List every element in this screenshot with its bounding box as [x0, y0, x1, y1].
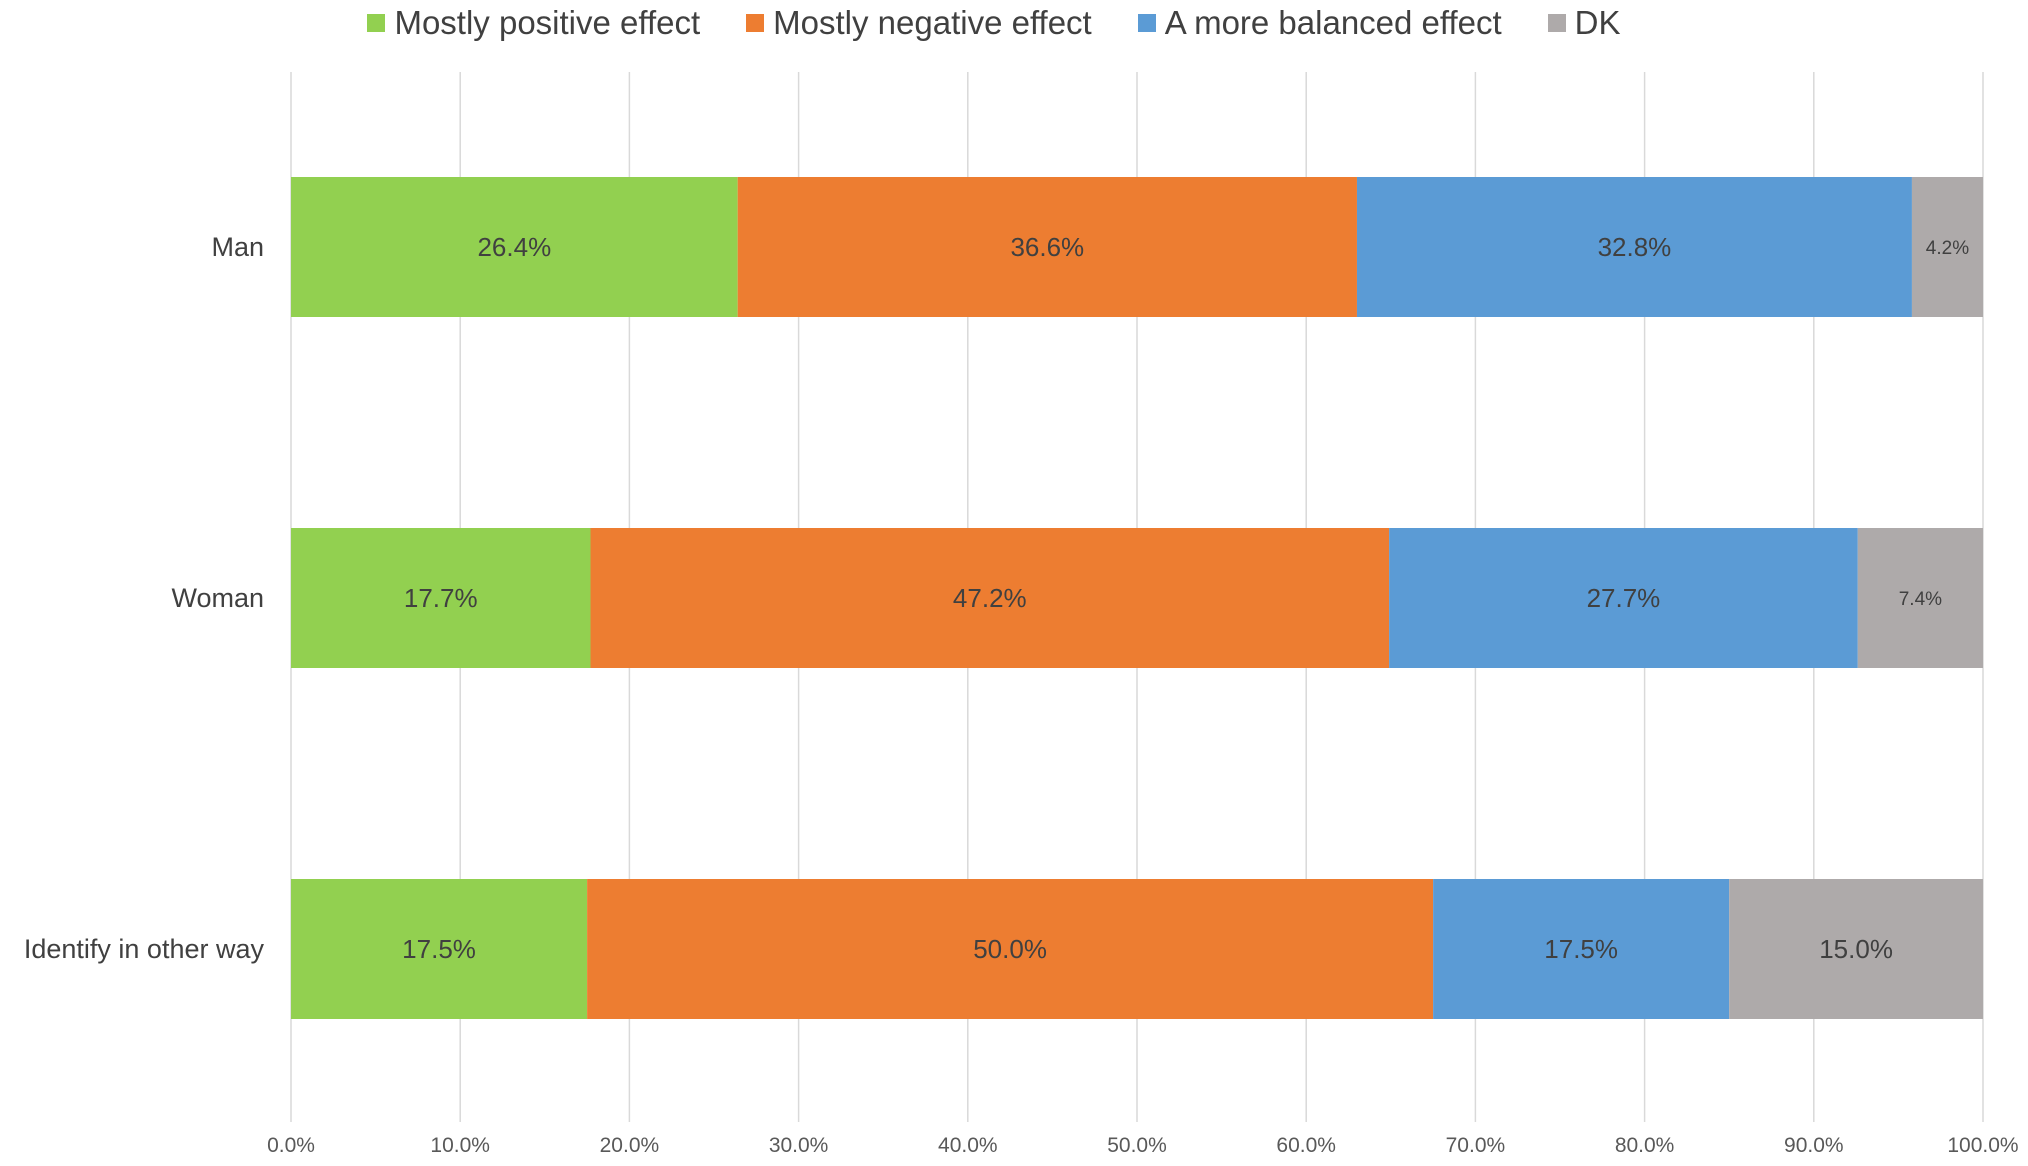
data-label: 27.7% — [1587, 583, 1661, 613]
category-label: Woman — [171, 583, 264, 613]
data-label: 50.0% — [973, 934, 1047, 964]
legend-item: A more balanced effect — [1137, 4, 1502, 42]
chart-legend: Mostly positive effect Mostly negative ef… — [0, 0, 2008, 46]
x-tick-label: 100.0% — [1947, 1134, 2018, 1157]
x-tick-label: 40.0% — [938, 1134, 998, 1157]
bar-segment — [291, 879, 588, 1019]
data-label: 17.5% — [402, 934, 476, 964]
legend-swatch — [746, 14, 765, 32]
data-label: 32.8% — [1598, 232, 1672, 262]
data-label: 36.6% — [1010, 232, 1084, 262]
x-tick-label: 90.0% — [1784, 1134, 1844, 1157]
x-tick-label: 20.0% — [600, 1134, 660, 1157]
x-tick-label: 0.0% — [267, 1134, 315, 1157]
x-tick-label: 10.0% — [430, 1134, 490, 1157]
legend-swatch — [1137, 14, 1156, 32]
bar-segment — [1729, 879, 1983, 1019]
legend-label: Mostly positive effect — [394, 4, 701, 41]
legend-label: A more balanced effect — [1164, 4, 1502, 41]
legend-swatch — [1547, 14, 1566, 32]
bar-segment — [1356, 177, 1912, 317]
legend-swatch — [367, 14, 386, 32]
data-label: 47.2% — [953, 583, 1027, 613]
x-tick-label: 30.0% — [769, 1134, 829, 1157]
x-tick-label: 60.0% — [1276, 1134, 1336, 1157]
bar-segment — [291, 528, 591, 668]
data-label: 26.4% — [477, 232, 551, 262]
bar-segment — [590, 528, 1390, 668]
category-label: Man — [211, 232, 264, 262]
bar-segment — [291, 177, 738, 317]
bar-group: 26.4% 36.6% 32.8% 4.2% — [291, 177, 1983, 317]
bar-group: 17.5% 50.0% 17.5% 15.0% — [291, 879, 1983, 1019]
x-tick-label: 80.0% — [1615, 1134, 1675, 1157]
bar-segment — [1433, 879, 1730, 1019]
legend-item: DK — [1547, 4, 1621, 42]
bar-segment — [587, 879, 1434, 1019]
data-label: 4.2% — [1926, 238, 1969, 259]
legend-label: Mostly negative effect — [773, 4, 1092, 41]
bar-group: 17.7% 47.2% 27.7% 7.4% — [291, 528, 1983, 668]
x-tick-label: 50.0% — [1107, 1134, 1167, 1157]
category-label: Identify in other way — [24, 934, 265, 964]
legend-label: DK — [1574, 4, 1621, 41]
bar-segment — [1857, 528, 1983, 668]
x-tick-label: 70.0% — [1446, 1134, 1506, 1157]
data-label: 7.4% — [1899, 589, 1942, 610]
legend-item: Mostly negative effect — [746, 4, 1092, 42]
data-label: 15.0% — [1819, 934, 1893, 964]
data-label: 17.7% — [404, 583, 478, 613]
legend-item: Mostly positive effect — [367, 4, 700, 42]
bar-segment — [737, 177, 1357, 317]
data-label: 17.5% — [1544, 934, 1618, 964]
bar-segment — [1911, 177, 1983, 317]
bar-segment — [1389, 528, 1858, 668]
